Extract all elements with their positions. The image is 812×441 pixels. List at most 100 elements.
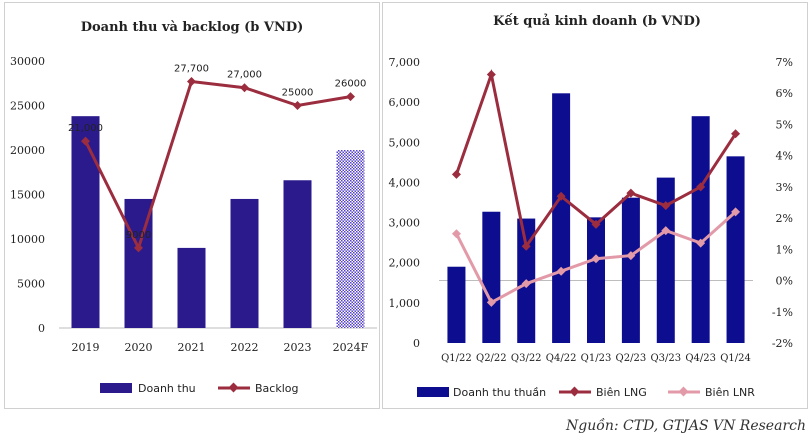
right-y-left-tick: 6,000 [389,96,421,109]
right-lng-point-Q3/23 [661,201,671,211]
right-y-right-tick: -1% [772,306,793,319]
right-y-left-tick: 3,000 [389,217,421,230]
left-backlog-point-2024F [346,92,355,102]
right-y-right-tick: 2% [776,212,793,225]
right-bar-Q2/22 [482,211,501,343]
right-y-right-tick: 4% [776,150,793,163]
left-backlog-label-2023: 25000 [282,88,314,99]
left-chart-svg: Doanh thu và backlog (b VND) 0 5000 10000 1… [10,20,377,395]
right-bar-Q1/23 [587,217,605,343]
left-x-tick-2021: 2021 [178,341,206,354]
left-x-tick-2023: 2023 [284,341,312,354]
legend-label-bien-lng: Biên LNG [596,386,647,399]
left-chart-panel: Doanh thu và backlog (b VND) 0 5000 10000 1… [4,2,380,409]
right-legend: Doanh thu thuần Biên LNG Biên LNR [417,386,755,399]
right-lnr-point-Q1/23 [591,254,601,264]
left-bar-2023 [283,180,312,328]
right-y-left-tick: 7,000 [389,56,421,69]
right-lng-point-Q1/22 [451,169,461,179]
right-x-tick-Q2/22: Q2/22 [476,353,507,364]
legend-swatch-doanh-thu-thuan [417,387,449,397]
right-y-right-tick: 3% [776,181,793,194]
left-bar-2022 [230,198,259,328]
right-lng-point-Q3/22 [521,241,531,251]
right-bar-Q4/22 [552,93,571,343]
right-x-tick-Q1/24: Q1/24 [720,353,751,364]
legend-swatch-doanh-thu [100,383,132,393]
left-y-tick: 20000 [10,144,45,157]
right-x-tick-Q1/22: Q1/22 [441,353,472,364]
right-bar-Q3/23 [656,177,675,343]
right-x-tick-Q4/23: Q4/23 [685,353,716,364]
legend-label-doanh-thu: Doanh thu [138,382,196,395]
left-bar-2024F [336,150,365,328]
right-y-left-tick: 2,000 [389,257,421,270]
left-y-tick: 15000 [10,189,45,202]
right-bar-Q1/22 [447,266,466,343]
right-lng-point-Q2/23 [626,188,636,198]
right-x-tick-Q1/23: Q1/23 [581,353,612,364]
left-backlog-line [84,79,351,252]
left-x-tick-2019: 2019 [72,341,100,354]
left-bar-2019 [71,116,100,329]
left-backlog-label-2020: 9000 [126,230,151,241]
left-bar-2021 [177,247,206,328]
left-x-tick-2024F: 2024F [333,341,369,354]
right-bar-Q4/23 [691,116,710,343]
right-lng-point-Q4/22 [556,191,566,201]
right-y-right-tick: 5% [776,118,793,131]
right-y-left-tick: 0 [413,337,420,350]
left-backlog-point-2021 [187,76,196,86]
left-backlog-point-2022 [240,83,249,93]
right-y-left-tick: 1,000 [389,297,421,310]
legend-marker-bien-lng [569,386,580,397]
right-x-tick-Q4/22: Q4/22 [546,353,577,364]
right-y-left-tick: 4,000 [389,176,421,189]
left-backlog-label-2024F: 26000 [335,79,367,90]
left-backlog-label-2019: 21,000 [68,123,103,134]
right-bar-Q1/24 [726,156,745,343]
right-chart-title: Kết quả kinh doanh (b VND) [493,13,701,29]
left-backlog-label-2022: 27,000 [227,70,262,81]
left-y-tick: 0 [38,322,45,335]
right-lnr-point-Q3/22 [521,279,531,289]
right-y-right-tick: 1% [776,243,793,256]
legend-label-bien-lnr: Biên LNR [705,386,755,399]
right-lnr-point-Q4/22 [556,266,566,276]
right-lng-point-Q1/23 [591,219,601,229]
left-legend: Doanh thu Backlog [100,382,298,395]
left-backlog-label-2021: 27,700 [174,63,209,74]
right-x-tick-Q2/23: Q2/23 [616,353,647,364]
right-bar-Q2/23 [621,197,640,343]
right-y-right-tick: 6% [776,87,793,100]
right-lng-point-Q1/24 [731,129,741,139]
right-y-left-tick: 5,000 [389,136,421,149]
legend-marker-bien-lnr [678,386,689,397]
left-backlog-point-2020 [134,243,143,253]
right-lnr-point-Q3/23 [661,226,671,236]
left-x-tick-2022: 2022 [231,341,259,354]
right-lnr-point-Q1/24 [731,207,741,217]
right-x-tick-Q3/22: Q3/22 [511,353,542,364]
right-lnr-point-Q1/22 [451,229,461,239]
right-lnr-point-Q2/23 [626,251,636,261]
right-chart-panel: Kết quả kinh doanh (b VND) 0 1,000 2,000 3,… [382,2,808,409]
legend-label-backlog: Backlog [255,382,298,395]
left-y-tick: 5000 [17,278,45,291]
right-y-right-tick: 7% [776,56,793,69]
right-y-right-tick: -2% [772,337,793,350]
legend-label-doanh-thu-thuan: Doanh thu thuần [453,386,546,399]
right-lng-point-Q2/22 [486,69,496,79]
right-lnr-point-Q4/23 [696,238,706,248]
left-y-tick: 30000 [10,55,45,68]
left-x-tick-2020: 2020 [125,341,153,354]
source-note: Nguồn: CTD, GTJAS VN Research [566,418,806,434]
right-y-right-tick: 0% [776,275,793,288]
right-lnr-point-Q2/22 [486,297,496,307]
right-chart-svg: Kết quả kinh doanh (b VND) 0 1,000 2,000 3,… [389,13,794,399]
left-y-tick: 10000 [10,233,45,246]
left-backlog-point-2023 [293,101,302,110]
right-lng-point-Q4/23 [696,182,706,192]
left-y-tick: 25000 [10,100,45,113]
right-x-tick-Q3/23: Q3/23 [650,353,681,364]
